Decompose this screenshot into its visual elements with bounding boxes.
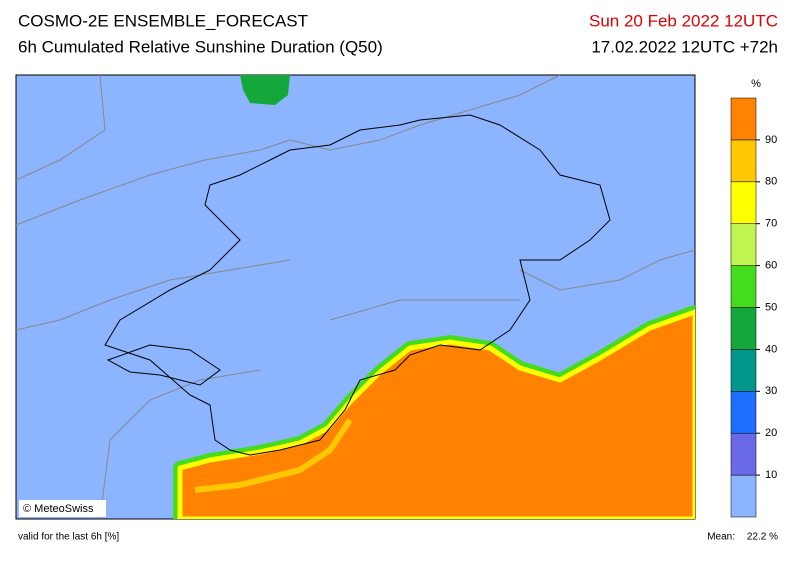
color-band <box>730 265 757 308</box>
colorbar-tick-label: 30 <box>765 385 777 397</box>
borders <box>16 75 695 519</box>
color-band <box>730 97 757 141</box>
color-band <box>730 432 757 476</box>
sun-area <box>194 418 353 493</box>
mean-value: 22.2 % <box>747 532 778 543</box>
footer-note: valid for the last 6h [%] <box>18 532 119 543</box>
colorbar-tick-label: 90 <box>765 134 777 146</box>
colorbar-tick-label: 60 <box>765 260 777 272</box>
colorbar-tick-label: 20 <box>765 427 777 439</box>
run-time: 17.02.2022 12UTC +72h <box>591 37 778 56</box>
color-band <box>730 307 757 350</box>
colorbar-tick-label: 40 <box>765 343 777 355</box>
valid-date: Sun 20 Feb 2022 12UTC <box>589 11 778 30</box>
sun-area <box>240 75 290 105</box>
colorbar-unit: % <box>751 78 761 90</box>
country-border <box>104 114 611 456</box>
mean-label: Mean: <box>707 532 735 543</box>
color-band <box>730 391 757 434</box>
color-band <box>730 139 757 183</box>
map: © MeteoSwiss <box>15 74 696 520</box>
colorbar-tick-label: 10 <box>765 469 777 481</box>
colorbar: % 10 20 30 40 50 60 70 80 90 <box>730 78 777 518</box>
colorbar-tick-label: 50 <box>765 301 777 313</box>
color-band <box>730 349 757 392</box>
title: COSMO-2E ENSEMBLE_FORECAST <box>18 11 308 30</box>
colorbar-tick-label: 80 <box>765 176 777 188</box>
subtitle: 6h Cumulated Relative Sunshine Duration … <box>18 37 383 56</box>
color-band <box>730 181 757 224</box>
credit-box <box>19 500 106 517</box>
credit: © MeteoSwiss <box>23 503 94 515</box>
lake <box>106 344 221 386</box>
color-band <box>730 223 757 266</box>
colorbar-tick-label: 70 <box>765 218 777 230</box>
color-band <box>730 474 757 518</box>
